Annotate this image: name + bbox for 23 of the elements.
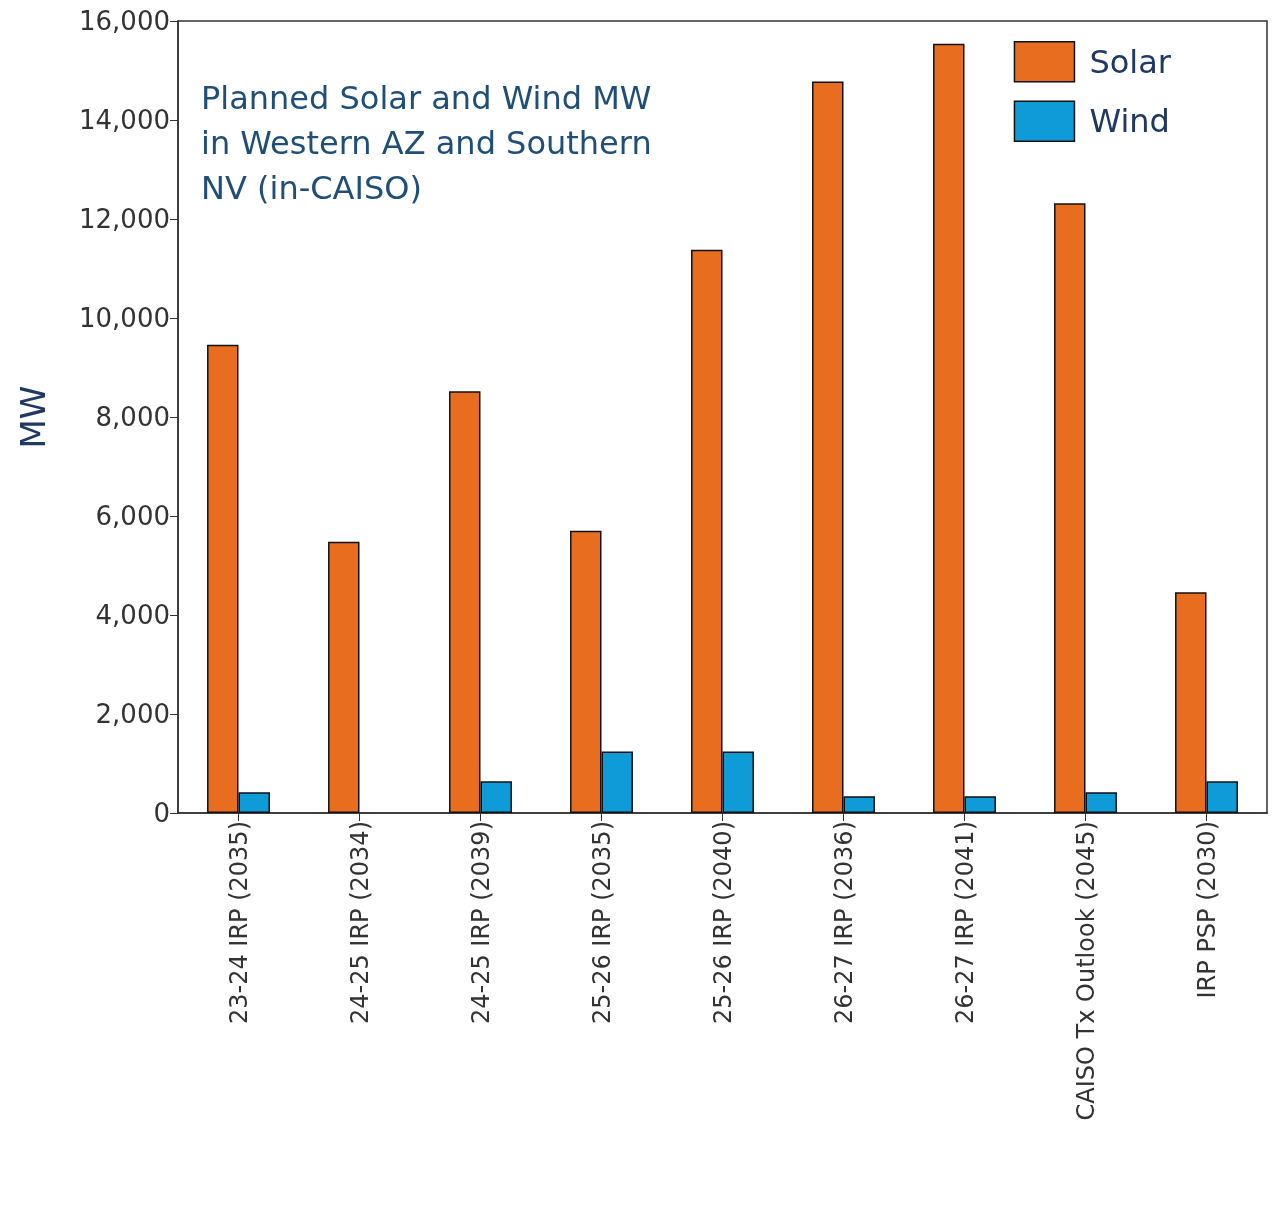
bar [328, 541, 360, 813]
legend-label: Wind [1089, 102, 1170, 141]
x-tick-label: CAISO Tx Outlook (2045) [1071, 821, 1100, 1121]
x-tick-label: 25-26 IRP (2040) [708, 821, 737, 1025]
x-tick-label: 25-26 IRP (2035) [587, 821, 616, 1025]
text: Planned Solar and Wind MW in Western AZ and Southern NV (in-CAISO) [201, 78, 662, 207]
y-tick-label: 4,000 [95, 600, 170, 630]
y-tick-label: 14,000 [79, 105, 170, 135]
legend-label: Solar [1089, 42, 1172, 81]
x-tick-label: 26-27 IRP (2036) [829, 821, 858, 1025]
y-tick-label: 16,000 [79, 6, 170, 36]
y-tick-label: 12,000 [79, 204, 170, 234]
x-tick-label: IRP PSP (2030) [1192, 821, 1221, 999]
x-tick-label: 26-27 IRP (2041) [950, 821, 979, 1025]
y-axis-title: MW [13, 385, 53, 449]
x-tick-label: 23-24 IRP (2035) [224, 821, 253, 1025]
x-tick-label: 24-25 IRP (2034) [345, 821, 374, 1025]
x-tick-label: 24-25 IRP (2039) [466, 821, 495, 1025]
y-tick-label: 8,000 [95, 402, 170, 432]
y-tick-label: 6,000 [95, 501, 170, 531]
y-tick-label: 10,000 [79, 303, 170, 333]
y-tick-label: 0 [153, 798, 170, 828]
y-tick-label: 2,000 [95, 699, 170, 729]
